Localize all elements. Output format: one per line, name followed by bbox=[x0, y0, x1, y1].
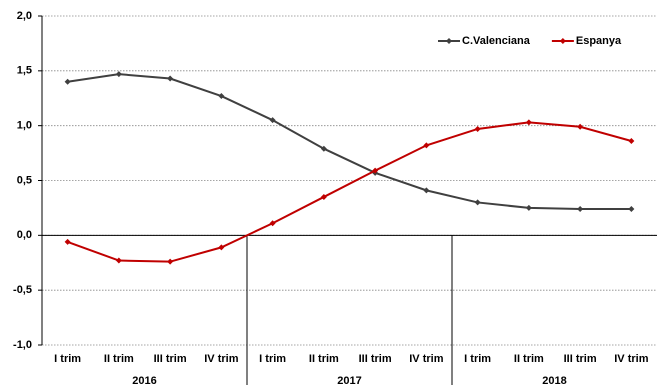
point-marker bbox=[525, 119, 532, 126]
point-marker bbox=[577, 206, 584, 213]
point-marker bbox=[218, 93, 225, 100]
y-tick-label: 1,5 bbox=[17, 65, 32, 77]
x-tick-label: IV trim bbox=[614, 353, 648, 365]
x-tick-label: IV trim bbox=[204, 353, 238, 365]
x-tick-label: I trim bbox=[54, 353, 81, 365]
x-tick-label: I trim bbox=[259, 353, 286, 365]
point-marker bbox=[64, 78, 71, 85]
year-label: 2018 bbox=[542, 375, 566, 385]
x-tick-label: II trim bbox=[104, 353, 134, 365]
x-tick-label: III trim bbox=[564, 353, 597, 365]
point-marker bbox=[218, 244, 225, 251]
point-marker bbox=[628, 206, 635, 213]
y-tick-label: -1,0 bbox=[13, 339, 32, 351]
x-tick-label: IV trim bbox=[409, 353, 443, 365]
legend-marker bbox=[559, 38, 566, 44]
point-marker bbox=[525, 204, 532, 211]
x-tick-label: III trim bbox=[154, 353, 187, 365]
series-line bbox=[67, 121, 632, 263]
y-tick-label: 0,5 bbox=[17, 174, 32, 186]
point-marker bbox=[372, 167, 379, 174]
x-tick-label: II trim bbox=[309, 353, 339, 365]
point-marker bbox=[474, 125, 481, 132]
y-tick-label: 2,0 bbox=[17, 10, 32, 22]
x-tick-label: II trim bbox=[514, 353, 544, 365]
point-marker bbox=[269, 220, 276, 227]
point-marker bbox=[269, 117, 276, 124]
x-tick-label: III trim bbox=[359, 353, 392, 365]
point-marker bbox=[64, 238, 71, 245]
y-tick-label: 0,0 bbox=[17, 229, 32, 241]
point-marker bbox=[167, 75, 174, 82]
x-tick-label: I trim bbox=[464, 353, 491, 365]
point-marker bbox=[577, 123, 584, 130]
point-marker bbox=[320, 145, 327, 152]
point-marker bbox=[167, 258, 174, 265]
y-tick-label: 1,0 bbox=[17, 120, 32, 132]
point-marker bbox=[115, 71, 122, 78]
point-marker bbox=[320, 193, 327, 200]
y-tick-label: -0,5 bbox=[13, 284, 32, 296]
point-marker bbox=[115, 257, 122, 264]
legend-label: C.Valenciana bbox=[462, 35, 531, 47]
point-marker bbox=[423, 142, 430, 149]
legend-marker bbox=[446, 38, 452, 44]
series-line bbox=[67, 73, 632, 211]
point-marker bbox=[474, 199, 481, 206]
legend-label: Espanya bbox=[576, 35, 622, 47]
year-label: 2017 bbox=[337, 375, 361, 385]
year-label: 2016 bbox=[132, 375, 156, 385]
point-marker bbox=[628, 138, 635, 145]
point-marker bbox=[423, 187, 430, 194]
